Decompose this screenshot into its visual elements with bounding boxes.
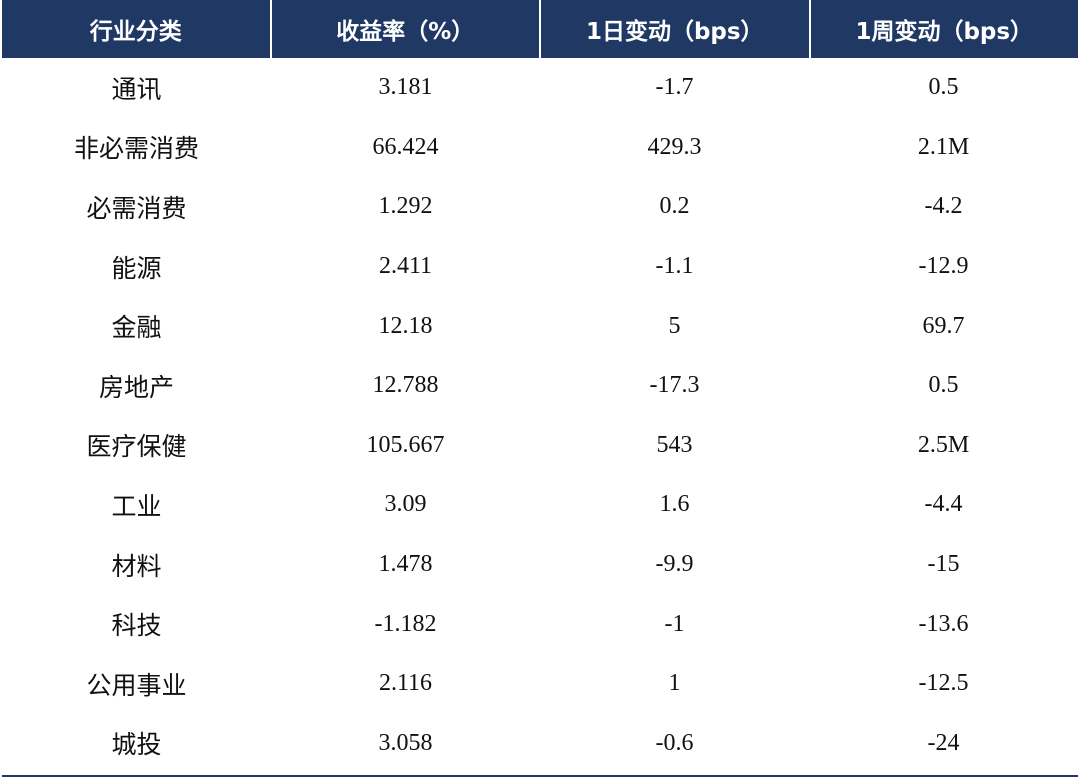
day-change-cell: 0.2	[659, 193, 690, 220]
week-change-cell: -12.5	[918, 670, 969, 697]
week-change-cell: 0.5	[928, 372, 959, 399]
sector-cell: 医疗保健	[86, 432, 187, 462]
table-row: 城投 3.058 -0.6 -24	[2, 714, 1078, 774]
yield-cell: -1.182	[374, 610, 437, 637]
day-change-cell: 5	[668, 312, 681, 339]
sector-cell: 工业	[111, 491, 162, 521]
header-yield: 收益率（%）	[272, 0, 541, 58]
week-change-cell: 0.5	[928, 74, 959, 101]
day-change-cell: -1.7	[655, 74, 694, 101]
day-change-cell: -17.3	[649, 372, 700, 399]
table-row: 材料 1.478 -9.9 -15	[2, 535, 1078, 595]
sector-cell: 城投	[111, 730, 162, 760]
sector-cell: 房地产	[98, 372, 174, 402]
header-1w-change: 1周变动（bps）	[855, 19, 1034, 45]
yield-cell: 1.478	[378, 551, 433, 578]
table-row: 必需消费 1.292 0.2 -4.2	[2, 177, 1078, 237]
header-sector: 行业分类	[2, 0, 272, 58]
yield-cell: 2.116	[378, 670, 433, 697]
table-row: 公用事业 2.116 1 -12.5	[2, 654, 1078, 714]
week-change-cell: 69.7	[922, 312, 965, 339]
table-row: 能源 2.411 -1.1 -12.9	[2, 237, 1078, 297]
yield-cell: 2.411	[378, 253, 433, 280]
table-row: 医疗保健 105.667 543 2.5M	[2, 416, 1078, 476]
table-header-row: 行业分类 收益率（%） 1日变动（bps） 1周变动（bps）	[2, 0, 1078, 58]
table-row: 房地产 12.788 -17.3 0.5	[2, 356, 1078, 416]
table-row: 通讯 3.181 -1.7 0.5	[2, 58, 1078, 118]
week-change-cell: -12.9	[918, 253, 969, 280]
day-change-cell: -1.1	[655, 253, 694, 280]
yield-cell: 12.788	[372, 372, 439, 399]
day-change-cell: 543	[656, 431, 693, 458]
table-row: 科技 -1.182 -1 -13.6	[2, 594, 1078, 654]
sector-cell: 非必需消费	[73, 134, 199, 164]
yield-cell: 3.058	[378, 729, 433, 756]
week-change-cell: -13.6	[918, 610, 969, 637]
week-change-cell: 2.1M	[917, 133, 970, 160]
header-1d-change: 1日变动（bps）	[541, 0, 811, 58]
yield-cell: 1.292	[378, 193, 433, 220]
day-change-cell: -9.9	[655, 551, 694, 578]
table-row: 非必需消费 66.424 429.3 2.1M	[2, 118, 1078, 178]
yield-cell: 105.667	[366, 431, 445, 458]
yield-cell: 12.18	[378, 312, 433, 339]
sector-cell: 通讯	[111, 74, 162, 104]
week-change-cell: 2.5M	[917, 431, 970, 458]
table-row: 工业 3.09 1.6 -4.4	[2, 475, 1078, 535]
week-change-cell: -4.2	[924, 193, 963, 220]
week-change-cell: -4.4	[924, 491, 963, 518]
week-change-cell: -15	[927, 551, 960, 578]
day-change-cell: 1.6	[659, 491, 690, 518]
sector-cell: 材料	[111, 551, 162, 581]
day-change-cell: -1	[664, 610, 685, 637]
sector-cell: 必需消费	[86, 193, 187, 223]
table-bottom-rule	[2, 775, 1078, 777]
sector-cell: 能源	[111, 253, 162, 283]
yield-cell: 3.09	[384, 491, 427, 518]
sector-cell: 公用事业	[86, 670, 187, 700]
sector-cell: 科技	[111, 611, 162, 641]
yield-cell: 3.181	[378, 74, 433, 101]
day-change-cell: 1	[668, 670, 681, 697]
week-change-cell: -24	[927, 729, 960, 756]
day-change-cell: 429.3	[647, 133, 702, 160]
yield-cell: 66.424	[372, 133, 439, 160]
day-change-cell: -0.6	[655, 729, 694, 756]
sector-cell: 金融	[111, 313, 162, 343]
table-row: 金融 12.18 5 69.7	[2, 296, 1078, 356]
